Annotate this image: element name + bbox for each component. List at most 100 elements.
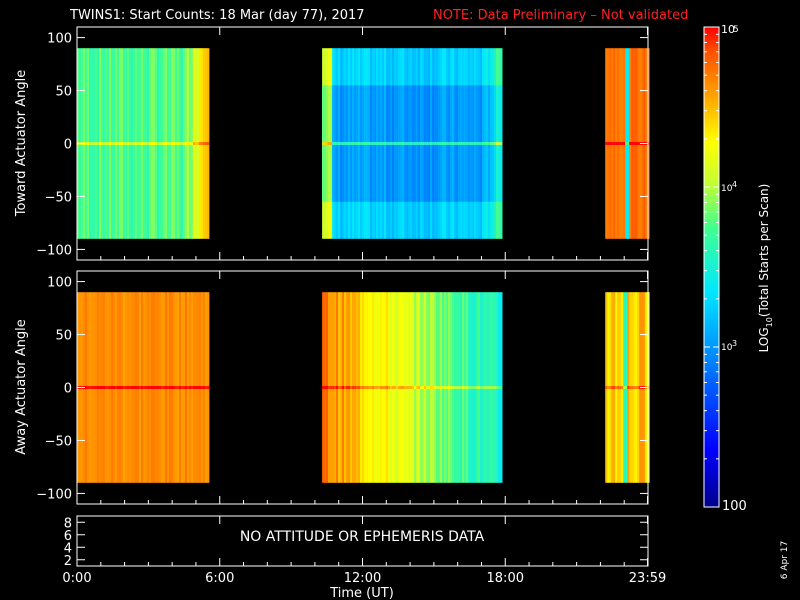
zero-line-cell bbox=[422, 386, 425, 389]
zero-line-cell bbox=[637, 142, 640, 145]
zero-line-cell bbox=[486, 386, 489, 389]
xlabel: Time (UT) bbox=[329, 586, 394, 600]
zero-line-cell bbox=[633, 142, 636, 145]
zero-line-cell bbox=[201, 142, 204, 145]
zero-line-cell bbox=[205, 386, 208, 389]
colorbar-tick-1e4-base: 10 bbox=[721, 184, 733, 194]
zero-line-cell bbox=[195, 386, 198, 389]
zero-line-cell bbox=[328, 142, 331, 145]
zero-line-cell bbox=[454, 142, 457, 145]
zero-line-cell bbox=[189, 386, 192, 389]
zero-line-cell bbox=[362, 142, 365, 145]
zero-line-cell bbox=[418, 142, 421, 145]
zero-line-cell bbox=[326, 386, 329, 389]
zero-line-cell bbox=[360, 142, 363, 145]
zero-line-cell bbox=[446, 386, 449, 389]
zero-line-cell bbox=[432, 386, 435, 389]
zero-line-cell bbox=[424, 142, 427, 145]
zero-line-cell bbox=[159, 142, 162, 145]
zero-line-cell bbox=[496, 386, 499, 389]
zero-line-cell bbox=[207, 386, 210, 389]
zero-line-cell bbox=[426, 386, 429, 389]
zero-line-cell bbox=[613, 142, 616, 145]
zero-line-cell bbox=[382, 142, 385, 145]
zero-line-cell bbox=[360, 386, 363, 389]
zero-line-cell bbox=[629, 142, 632, 145]
zero-line-cell bbox=[613, 386, 616, 389]
colorbar-label: LOG10(Total Starts per Scan) bbox=[757, 184, 774, 353]
colorbar-tick-100: 100 bbox=[722, 499, 747, 514]
heatmap-block-toward-0 bbox=[77, 48, 210, 239]
zero-line-cell bbox=[402, 386, 405, 389]
zero-line-cell bbox=[151, 142, 154, 145]
zero-line-cell bbox=[462, 386, 465, 389]
zero-line-cell bbox=[324, 142, 327, 145]
zero-line-cell bbox=[478, 386, 481, 389]
y-tick-label: 0 bbox=[64, 138, 72, 153]
zero-line-cell bbox=[173, 142, 176, 145]
zero-line-cell bbox=[332, 142, 335, 145]
zero-line-cell bbox=[191, 386, 194, 389]
colorbar-tick-1e3-exp: 3 bbox=[732, 339, 737, 348]
zero-line-cell bbox=[637, 386, 640, 389]
zero-line-cell bbox=[414, 386, 417, 389]
zero-line-cell bbox=[322, 386, 325, 389]
zero-line-cell bbox=[183, 386, 186, 389]
zero-line-cell bbox=[89, 386, 92, 389]
zero-line-cell bbox=[187, 386, 190, 389]
zero-line-cell bbox=[149, 386, 152, 389]
zero-line-cell bbox=[494, 142, 497, 145]
zero-line-cell bbox=[396, 386, 399, 389]
zero-line-cell bbox=[458, 386, 461, 389]
zero-line-cell bbox=[430, 142, 433, 145]
zero-line-cell bbox=[412, 386, 415, 389]
zero-line-cell bbox=[193, 386, 196, 389]
zero-line-cell bbox=[85, 142, 88, 145]
zero-line-cell bbox=[109, 142, 112, 145]
zero-line-cell bbox=[480, 386, 483, 389]
zero-line-cell bbox=[494, 386, 497, 389]
zero-line-cell bbox=[324, 386, 327, 389]
zero-line-cell bbox=[151, 386, 154, 389]
zero-line-cell bbox=[629, 386, 632, 389]
zero-line-cell bbox=[390, 386, 393, 389]
zero-line-cell bbox=[362, 386, 365, 389]
zero-line-cell bbox=[115, 386, 118, 389]
zero-line-cell bbox=[185, 386, 188, 389]
zero-line-cell bbox=[605, 386, 608, 389]
zero-line-cell bbox=[404, 142, 407, 145]
zero-line-cell bbox=[119, 142, 122, 145]
zero-line-cell bbox=[609, 386, 612, 389]
zero-line-cell bbox=[426, 142, 429, 145]
zero-line-cell bbox=[621, 142, 624, 145]
zero-line-cell bbox=[374, 386, 377, 389]
zero-line-cell bbox=[464, 142, 467, 145]
zero-line-cell bbox=[466, 142, 469, 145]
zero-line-cell bbox=[436, 142, 439, 145]
zero-line-cell bbox=[625, 142, 628, 145]
zero-line-cell bbox=[605, 142, 608, 145]
zero-line-cell bbox=[161, 386, 164, 389]
zero-line-cell bbox=[378, 142, 381, 145]
zero-line-cell bbox=[173, 386, 176, 389]
zero-line-cell bbox=[402, 142, 405, 145]
zero-line-cell bbox=[103, 386, 106, 389]
zero-line-cell bbox=[117, 142, 120, 145]
colorbar bbox=[703, 26, 720, 508]
zero-line-cell bbox=[177, 142, 180, 145]
zero-line-cell bbox=[484, 386, 487, 389]
zero-line-cell bbox=[376, 386, 379, 389]
y-tick-label: 2 bbox=[64, 554, 72, 569]
zero-line-cell bbox=[372, 386, 375, 389]
zero-line-cell bbox=[611, 386, 614, 389]
zero-line-cell bbox=[466, 386, 469, 389]
zero-line-cell bbox=[400, 386, 403, 389]
zero-line-cell bbox=[137, 386, 140, 389]
zero-line-cell bbox=[171, 142, 174, 145]
zero-line-cell bbox=[388, 142, 391, 145]
zero-line-cell bbox=[410, 142, 413, 145]
zero-line-cell bbox=[374, 142, 377, 145]
zero-line-cell bbox=[364, 386, 367, 389]
heatmap-block-away-0 bbox=[77, 292, 210, 483]
